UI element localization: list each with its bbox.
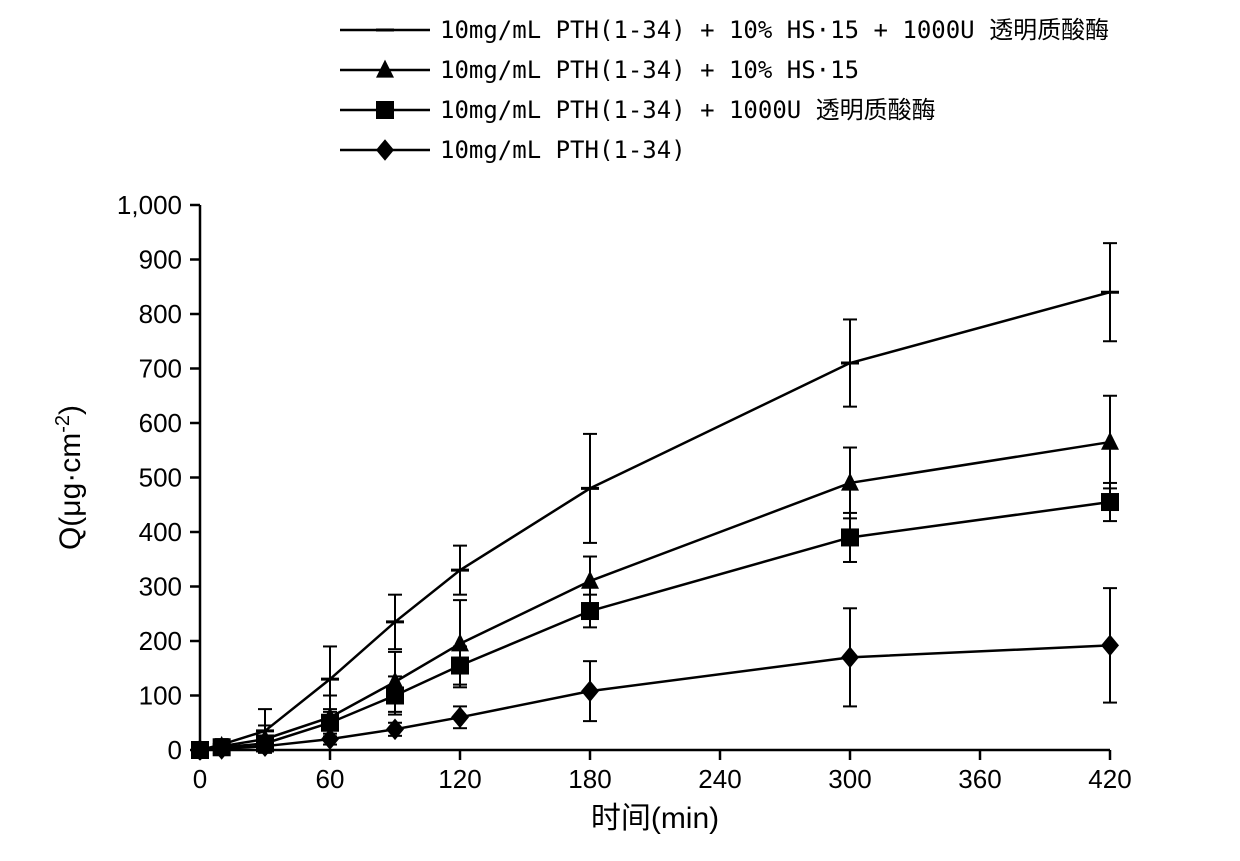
marker-square bbox=[451, 657, 469, 675]
x-axis-title: 时间(min) bbox=[591, 802, 719, 835]
marker-diamond bbox=[841, 647, 859, 669]
y-tick-label: 900 bbox=[139, 245, 182, 275]
y-tick-label: 0 bbox=[168, 735, 182, 765]
marker-diamond bbox=[1101, 635, 1119, 657]
legend-label: 10mg/mL PTH(1-34) + 10% HS·15 bbox=[440, 56, 859, 84]
x-tick-label: 60 bbox=[316, 764, 345, 794]
x-tick-label: 0 bbox=[193, 764, 207, 794]
x-tick-label: 180 bbox=[568, 764, 611, 794]
series-1 bbox=[191, 396, 1119, 758]
marker-diamond bbox=[581, 680, 599, 702]
y-tick-label: 400 bbox=[139, 517, 182, 547]
y-tick-label: 800 bbox=[139, 299, 182, 329]
y-axis-title-group: Q(μg·cm-2) bbox=[52, 405, 87, 550]
y-tick-label: 600 bbox=[139, 408, 182, 438]
x-tick-label: 300 bbox=[828, 764, 871, 794]
marker-square bbox=[581, 602, 599, 620]
series-2 bbox=[191, 483, 1119, 759]
series-line bbox=[200, 442, 1110, 750]
y-axis-title: Q(μg·cm-2) bbox=[52, 405, 87, 550]
marker-square bbox=[386, 687, 404, 705]
marker-square bbox=[376, 101, 394, 119]
x-tick-label: 420 bbox=[1088, 764, 1131, 794]
line-chart: 0 100 200 300 400 500 600 700 800 900 1,000 0 60 120 1… bbox=[0, 0, 1240, 861]
x-tick-label: 240 bbox=[698, 764, 741, 794]
y-tick-label: 100 bbox=[139, 681, 182, 711]
legend: 10mg/mL PTH(1-34) + 10% HS·15 + 1000U 透明… bbox=[340, 16, 1109, 164]
marker-square bbox=[1101, 493, 1119, 511]
legend-label: 10mg/mL PTH(1-34) + 1000U 透明质酸酶 bbox=[440, 96, 936, 124]
series-0 bbox=[191, 243, 1119, 753]
x-tick-label: 360 bbox=[958, 764, 1001, 794]
y-tick-label: 300 bbox=[139, 572, 182, 602]
marker-diamond bbox=[451, 707, 469, 729]
chart-container: 0 100 200 300 400 500 600 700 800 900 1,000 0 60 120 1… bbox=[0, 0, 1240, 861]
marker-square bbox=[841, 528, 859, 546]
y-tick-label: 1,000 bbox=[117, 190, 182, 220]
legend-label: 10mg/mL PTH(1-34) + 10% HS·15 + 1000U 透明… bbox=[440, 16, 1109, 44]
y-tick-label: 200 bbox=[139, 626, 182, 656]
legend-label: 10mg/mL PTH(1-34) bbox=[440, 136, 686, 164]
marker-triangle bbox=[376, 60, 394, 78]
x-tick-label: 120 bbox=[438, 764, 481, 794]
marker-triangle bbox=[1101, 432, 1119, 450]
y-tick-label: 500 bbox=[139, 463, 182, 493]
marker-diamond bbox=[376, 139, 394, 161]
marker-diamond bbox=[386, 718, 404, 740]
y-tick-label: 700 bbox=[139, 354, 182, 384]
